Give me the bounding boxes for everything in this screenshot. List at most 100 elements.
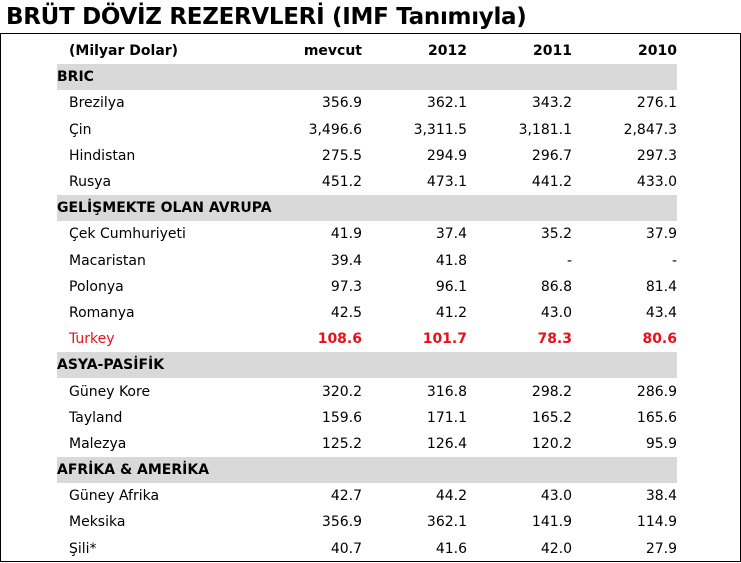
value-cell: 78.3 xyxy=(537,331,572,348)
value-cell: 95.9 xyxy=(645,435,677,452)
table-row: Tayland 159.6 171.1 165.2 165.6 xyxy=(57,405,677,431)
country-name: Polonya xyxy=(69,278,124,295)
country-name: Güney Kore xyxy=(69,383,151,400)
value-cell: 2,847.3 xyxy=(623,121,677,138)
country-name: Turkey xyxy=(69,331,115,348)
group-label: AFRİKA & AMERİKA xyxy=(57,457,677,484)
value-cell: 41.8 xyxy=(435,252,467,269)
value-cell: 171.1 xyxy=(426,409,467,426)
value-cell: 441.2 xyxy=(531,174,572,191)
value-cell: 320.2 xyxy=(321,383,362,400)
table-row: Çek Cumhuriyeti 41.9 37.4 35.2 37.9 xyxy=(57,221,677,247)
table-row: Polonya 97.3 96.1 86.8 81.4 xyxy=(57,274,677,300)
country-name: Meksika xyxy=(69,514,126,531)
table-row: Şili* 40.7 41.6 42.0 27.9 xyxy=(57,536,677,562)
value-cell: 41.2 xyxy=(435,304,467,321)
value-cell: 125.2 xyxy=(321,435,362,452)
value-cell: 42.5 xyxy=(330,304,362,321)
group-label: BRIC xyxy=(57,64,677,91)
group-label: ASYA-PASİFİK xyxy=(57,352,677,379)
value-cell: 39.4 xyxy=(330,252,362,269)
value-cell: 41.6 xyxy=(435,540,467,557)
value-cell: 44.2 xyxy=(435,488,467,505)
value-cell: 114.9 xyxy=(636,514,677,531)
header-row: (Milyar Dolar) mevcut 2012 2011 2010 xyxy=(57,38,677,64)
value-cell: 35.2 xyxy=(540,226,572,243)
value-cell: - xyxy=(566,252,572,269)
country-name: Romanya xyxy=(69,304,135,321)
value-cell: 42.0 xyxy=(540,540,572,557)
value-cell: 356.9 xyxy=(321,514,362,531)
value-cell: 165.2 xyxy=(531,409,572,426)
table-row: Macaristan 39.4 41.8 - - xyxy=(57,248,677,274)
value-cell: 356.9 xyxy=(321,95,362,112)
value-cell: 3,311.5 xyxy=(413,121,467,138)
table-row: Rusya 451.2 473.1 441.2 433.0 xyxy=(57,169,677,195)
value-cell: 451.2 xyxy=(321,174,362,191)
value-cell: 40.7 xyxy=(330,540,362,557)
value-cell: 298.2 xyxy=(531,383,572,400)
value-cell: 286.9 xyxy=(636,383,677,400)
value-cell: 101.7 xyxy=(422,331,467,348)
value-cell: 362.1 xyxy=(426,514,467,531)
country-name: Çek Cumhuriyeti xyxy=(69,226,186,243)
table-row: Romanya 42.5 41.2 43.0 43.4 xyxy=(57,300,677,326)
value-cell: 42.7 xyxy=(330,488,362,505)
value-cell: 275.5 xyxy=(321,147,362,164)
value-cell: 141.9 xyxy=(531,514,572,531)
value-cell: 96.1 xyxy=(435,278,467,295)
value-cell: 343.2 xyxy=(531,95,572,112)
table-row: Güney Afrika 42.7 44.2 43.0 38.4 xyxy=(57,483,677,509)
group-header-row: ASYA-PASİFİK xyxy=(57,352,677,379)
value-cell: 120.2 xyxy=(531,435,572,452)
table-body: BRIC Brezilya 356.9 362.1 343.2 276.1 Çin 3,496… xyxy=(57,64,677,562)
value-cell: 297.3 xyxy=(636,147,677,164)
column-header-mevcut: mevcut xyxy=(303,43,362,60)
group-header-row: GELİŞMEKTE OLAN AVRUPA xyxy=(57,195,677,222)
value-cell: - xyxy=(671,252,677,269)
title-divider xyxy=(0,33,741,34)
country-name: Brezilya xyxy=(69,95,125,112)
group-header-row: BRIC xyxy=(57,64,677,91)
value-cell: 108.6 xyxy=(317,331,362,348)
value-cell: 43.0 xyxy=(540,488,572,505)
country-name: Hindistan xyxy=(69,147,136,164)
country-name: Macaristan xyxy=(69,252,146,269)
table-row: Brezilya 356.9 362.1 343.2 276.1 xyxy=(57,90,677,116)
value-cell: 43.0 xyxy=(540,304,572,321)
value-cell: 126.4 xyxy=(426,435,467,452)
value-cell: 433.0 xyxy=(636,174,677,191)
value-cell: 3,496.6 xyxy=(308,121,362,138)
country-name: Şili* xyxy=(69,540,97,557)
value-cell: 362.1 xyxy=(426,95,467,112)
country-name: Çin xyxy=(69,121,92,138)
country-name: Tayland xyxy=(69,409,123,426)
column-header-2012: 2012 xyxy=(428,43,467,60)
table-row: Meksika 356.9 362.1 141.9 114.9 xyxy=(57,509,677,535)
table-row: Çin 3,496.6 3,311.5 3,181.1 2,847.3 xyxy=(57,117,677,143)
value-cell: 37.4 xyxy=(435,226,467,243)
group-header-row: AFRİKA & AMERİKA xyxy=(57,457,677,484)
country-name: Malezya xyxy=(69,435,127,452)
value-cell: 81.4 xyxy=(645,278,677,295)
value-cell: 80.6 xyxy=(642,331,677,348)
column-header-2010: 2010 xyxy=(638,43,677,60)
value-cell: 86.8 xyxy=(540,278,572,295)
table-row: Güney Kore 320.2 316.8 298.2 286.9 xyxy=(57,378,677,404)
value-cell: 37.9 xyxy=(645,226,677,243)
country-name: Rusya xyxy=(69,174,112,191)
value-cell: 473.1 xyxy=(426,174,467,191)
value-cell: 276.1 xyxy=(636,95,677,112)
table-row: Hindistan 275.5 294.9 296.7 297.3 xyxy=(57,143,677,169)
value-cell: 38.4 xyxy=(645,488,677,505)
value-cell: 165.6 xyxy=(636,409,677,426)
table-row-highlighted: Turkey 108.6 101.7 78.3 80.6 xyxy=(57,326,677,352)
page-title: BRÜT DÖVİZ REZERVLERİ (IMF Tanımıyla) xyxy=(6,4,527,30)
column-header-2011: 2011 xyxy=(533,43,572,60)
reserves-table: (Milyar Dolar) mevcut 2012 2011 2010 BRI… xyxy=(57,38,677,562)
value-cell: 41.9 xyxy=(330,226,362,243)
value-cell: 316.8 xyxy=(426,383,467,400)
value-cell: 43.4 xyxy=(645,304,677,321)
value-cell: 3,181.1 xyxy=(518,121,572,138)
value-cell: 294.9 xyxy=(426,147,467,164)
